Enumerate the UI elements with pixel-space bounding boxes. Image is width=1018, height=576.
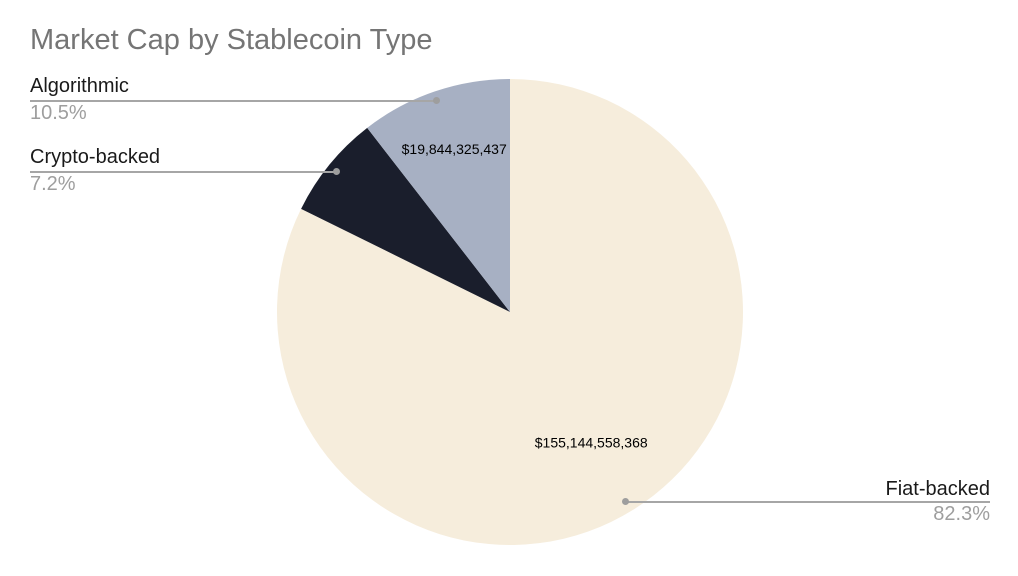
leader-line-fiat-backed xyxy=(626,501,990,503)
chart-title: Market Cap by Stablecoin Type xyxy=(30,24,433,56)
leader-dot-fiat-backed xyxy=(622,498,629,505)
slice-percent-fiat-backed: 82.3% xyxy=(933,503,990,525)
pie-slice-algorithmic xyxy=(367,79,510,312)
leader-line-algorithmic xyxy=(30,100,437,102)
leader-dot-algorithmic xyxy=(433,97,440,104)
slice-label-algorithmic: Algorithmic xyxy=(30,75,129,97)
slice-percent-algorithmic: 10.5% xyxy=(30,102,87,124)
pie-slice-fiat-backed xyxy=(276,79,743,545)
slice-value-label-algorithmic: $19,844,325,437 xyxy=(402,141,507,157)
pie-slice-crypto-backed xyxy=(301,127,510,312)
leader-dot-crypto-backed xyxy=(333,168,340,175)
slice-label-crypto-backed: Crypto-backed xyxy=(30,146,161,168)
slice-value-label-fiat-backed: $155,144,558,368 xyxy=(535,435,648,451)
leader-line-crypto-backed xyxy=(30,171,337,173)
slice-label-fiat-backed: Fiat-backed xyxy=(885,478,991,500)
slice-percent-crypto-backed: 7.2% xyxy=(30,173,76,195)
